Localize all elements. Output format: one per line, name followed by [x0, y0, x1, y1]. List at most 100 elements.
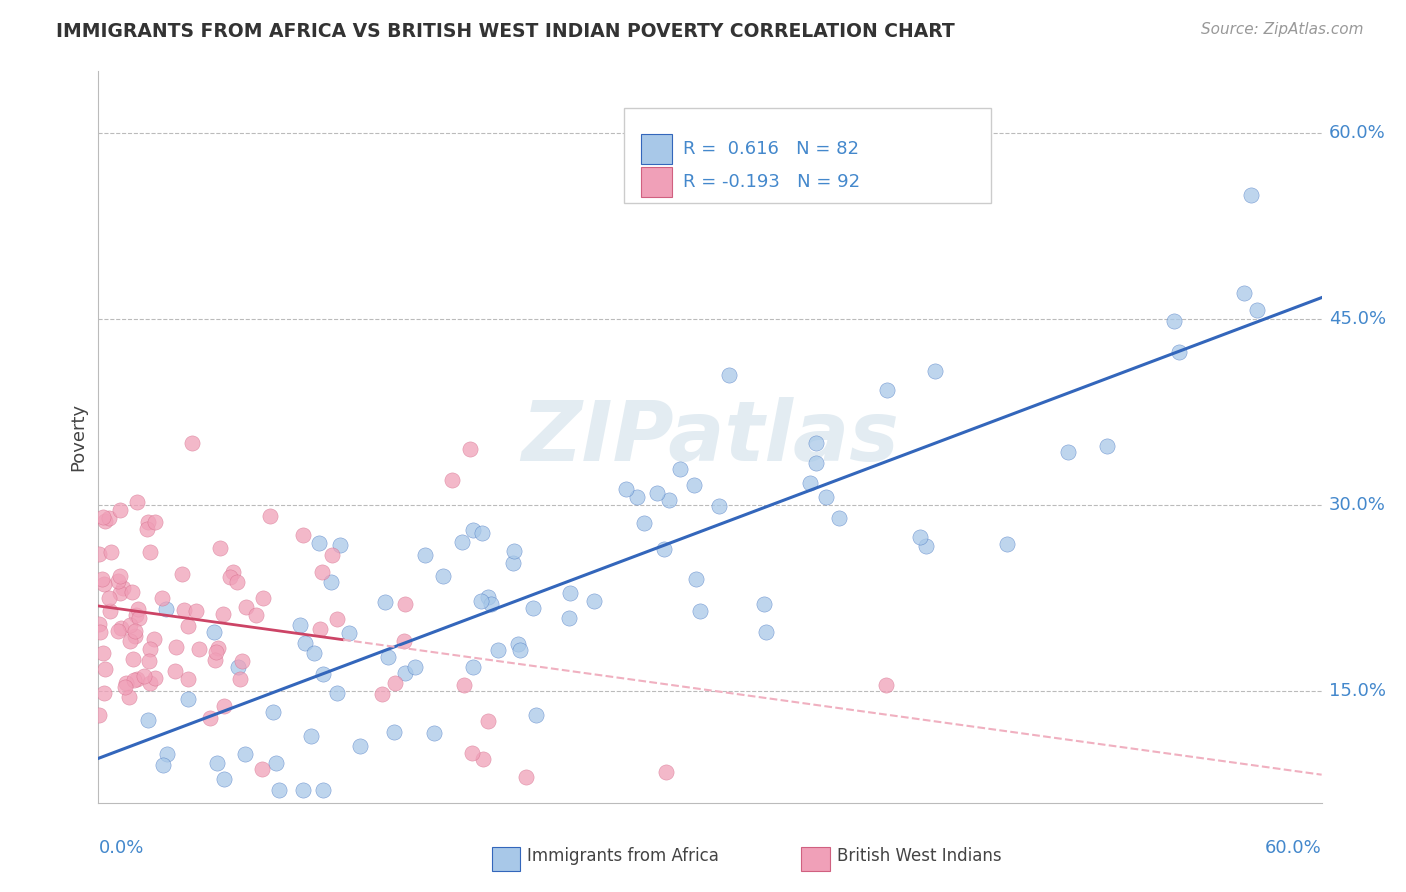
Point — [321, 548, 343, 562]
Point — [458, 442, 481, 457]
Point — [371, 687, 394, 701]
Point — [294, 636, 316, 650]
Point — [309, 623, 332, 637]
Point — [924, 364, 946, 378]
Text: 30.0%: 30.0% — [1329, 496, 1385, 515]
Point — [212, 699, 235, 714]
Text: 0.0%: 0.0% — [98, 839, 143, 857]
Point — [292, 783, 315, 797]
Text: 15.0%: 15.0% — [1329, 682, 1386, 700]
Point — [156, 747, 179, 761]
Text: Source: ZipAtlas.com: Source: ZipAtlas.com — [1201, 22, 1364, 37]
Point — [87, 708, 110, 723]
Point — [654, 764, 676, 779]
Point — [170, 566, 193, 581]
Point — [461, 660, 484, 674]
Point — [515, 770, 537, 784]
Point — [122, 652, 145, 666]
Point — [228, 672, 250, 686]
Point — [218, 570, 240, 584]
Point — [477, 591, 499, 605]
Point — [995, 537, 1018, 551]
Point — [304, 646, 326, 660]
Point — [1095, 439, 1118, 453]
Point — [136, 515, 159, 529]
Point — [139, 641, 162, 656]
Point — [876, 383, 898, 397]
Point — [1246, 303, 1268, 318]
Point — [107, 574, 129, 589]
Text: ZIPatlas: ZIPatlas — [522, 397, 898, 477]
Point — [709, 499, 731, 513]
Point — [718, 368, 741, 382]
Point — [117, 690, 139, 704]
Point — [124, 629, 146, 643]
Point — [143, 515, 166, 529]
Point — [453, 678, 475, 692]
Point — [202, 624, 225, 639]
Point — [93, 577, 115, 591]
Point — [250, 762, 273, 776]
Point — [163, 665, 186, 679]
Point — [524, 707, 547, 722]
Point — [91, 646, 114, 660]
Point — [326, 685, 349, 699]
Text: Immigrants from Africa: Immigrants from Africa — [527, 847, 718, 865]
Point — [177, 618, 200, 632]
Point — [486, 643, 509, 657]
Point — [139, 545, 162, 559]
Point — [138, 654, 160, 668]
Point — [804, 457, 827, 471]
Point — [288, 618, 311, 632]
Text: 60.0%: 60.0% — [1265, 839, 1322, 857]
Text: 45.0%: 45.0% — [1329, 310, 1386, 328]
Point — [90, 572, 112, 586]
Point — [502, 556, 524, 570]
Point — [114, 680, 136, 694]
Point — [127, 672, 149, 686]
Point — [377, 650, 399, 665]
Point — [685, 572, 707, 586]
Point — [755, 624, 778, 639]
Point — [311, 783, 333, 797]
Point — [138, 676, 160, 690]
Point — [198, 711, 221, 725]
Point — [245, 608, 267, 623]
Point — [98, 604, 121, 618]
Point — [212, 772, 235, 786]
Point — [100, 544, 122, 558]
Point — [205, 645, 228, 659]
Point — [1233, 286, 1256, 301]
Point — [136, 523, 159, 537]
Point — [114, 676, 136, 690]
Point — [645, 485, 668, 500]
Point — [124, 624, 146, 638]
Point — [267, 783, 290, 797]
Point — [207, 640, 229, 655]
Point — [472, 752, 495, 766]
Point — [264, 756, 287, 770]
Point — [93, 514, 115, 528]
Point — [252, 591, 274, 605]
Point — [522, 601, 544, 615]
Point — [231, 654, 253, 668]
Point — [382, 725, 405, 739]
Point — [477, 714, 499, 728]
Point — [308, 536, 330, 550]
Text: 60.0%: 60.0% — [1329, 124, 1385, 143]
Point — [299, 730, 322, 744]
Point — [875, 678, 897, 692]
Point — [815, 491, 838, 505]
Point — [349, 739, 371, 753]
Point — [754, 597, 776, 611]
Point — [108, 503, 131, 517]
Point — [471, 525, 494, 540]
Point — [1240, 188, 1263, 202]
Point — [125, 608, 148, 623]
Point — [91, 510, 114, 524]
Point — [633, 516, 655, 530]
Point — [404, 659, 426, 673]
Point — [451, 535, 474, 549]
Point — [374, 595, 396, 609]
Point — [804, 436, 827, 450]
